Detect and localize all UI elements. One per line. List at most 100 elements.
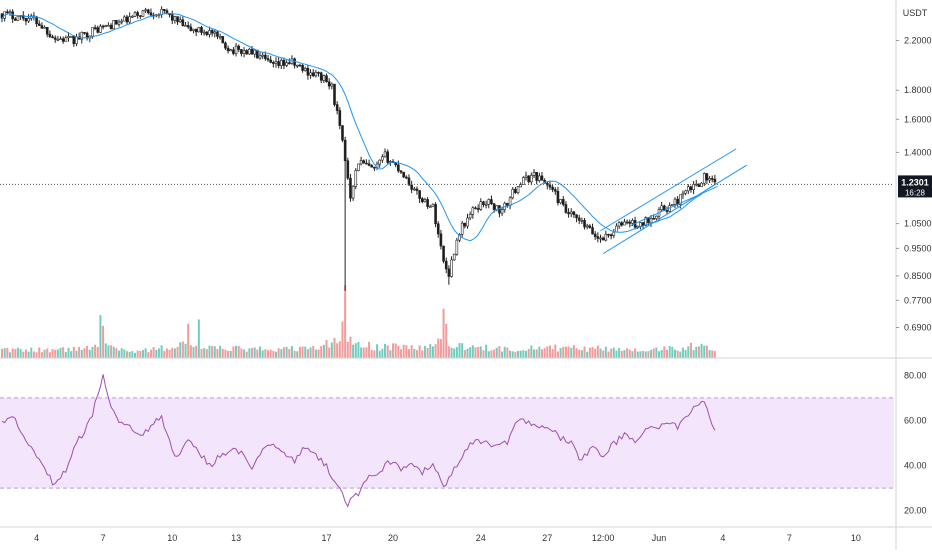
candle-body <box>564 204 568 213</box>
volume-bar <box>157 348 160 358</box>
candle-body <box>43 26 46 29</box>
volume-bar <box>64 352 67 358</box>
volume-bar <box>570 347 573 358</box>
candle-body <box>178 19 182 23</box>
candle-body <box>596 236 600 239</box>
candle-body <box>8 11 12 14</box>
candle-body <box>69 36 73 38</box>
volume-bar <box>54 349 57 358</box>
volume-bar <box>509 350 512 358</box>
volume-bar <box>681 347 684 358</box>
candle-body <box>14 18 17 21</box>
volume-bar <box>43 349 46 358</box>
volume-bar <box>259 346 262 358</box>
candle-body <box>274 61 278 64</box>
volume-bar <box>181 341 184 358</box>
candle-body <box>466 217 469 227</box>
candle-body <box>53 37 57 40</box>
volume-bar <box>697 346 700 358</box>
volume-bar <box>623 350 626 358</box>
volume-bar <box>187 323 190 358</box>
volume-bar <box>421 350 424 358</box>
rsi-line <box>1 374 716 508</box>
candle-body <box>540 175 544 181</box>
time-tick-label: 7 <box>787 533 792 543</box>
volume-bar <box>453 348 456 358</box>
candle-body <box>577 217 581 221</box>
candle-body <box>40 25 44 29</box>
candle-body <box>160 9 163 15</box>
volume-bar <box>471 345 474 358</box>
time-tick-label: 24 <box>476 533 486 543</box>
candle-body <box>588 225 592 228</box>
candle-body <box>373 166 376 169</box>
candle-body <box>123 16 126 22</box>
candle-body <box>107 24 110 27</box>
volume-bar <box>533 349 535 358</box>
candle-body <box>91 27 94 37</box>
volume-bar <box>203 348 206 358</box>
volume-bar <box>713 351 716 358</box>
volume-bar <box>357 341 360 358</box>
candle-body <box>250 48 254 55</box>
candle-body <box>253 49 256 55</box>
volume-bar <box>671 346 674 358</box>
candle-body <box>479 201 483 210</box>
last-price-label: 1.2301 <box>901 177 929 187</box>
volume-bar <box>689 342 692 358</box>
price-tick-label: 2.2000 <box>904 36 932 46</box>
candle-body <box>256 49 259 59</box>
candle-body <box>580 220 584 222</box>
candle-body <box>176 16 179 23</box>
volume-bar <box>272 350 275 358</box>
volume-bar <box>378 350 381 358</box>
volume-bar <box>455 347 458 358</box>
volume-bar <box>437 338 440 358</box>
volume-bar <box>163 351 166 358</box>
volume-bar <box>83 348 86 358</box>
time-tick-label: Jun <box>652 533 667 543</box>
volume-bar <box>666 349 668 358</box>
volume-bar <box>479 346 482 358</box>
candle-body <box>125 16 129 23</box>
volume-bar <box>328 347 331 358</box>
price-tick-label: 0.6900 <box>904 322 932 332</box>
candle-body <box>575 214 578 219</box>
candle-body <box>444 260 448 270</box>
candle-body <box>101 25 105 28</box>
volume-bar <box>296 351 299 358</box>
candle-body <box>551 186 554 190</box>
candle-body <box>692 183 695 190</box>
candle-body <box>117 21 121 25</box>
volume-bar <box>415 350 418 358</box>
volume-bar <box>429 344 432 358</box>
volume-bar <box>322 344 325 358</box>
candle-body <box>197 27 201 33</box>
volume-bar <box>447 346 450 358</box>
candle-body <box>458 234 461 241</box>
currency-label: USDT <box>903 8 928 18</box>
candle-body <box>500 209 504 214</box>
volume-bar <box>320 346 323 358</box>
volume-bar <box>59 347 62 358</box>
candle-body <box>514 189 517 194</box>
candle-body <box>585 225 589 228</box>
volume-bar <box>325 340 328 358</box>
volume-bar <box>658 351 661 358</box>
volume-bar <box>139 350 142 358</box>
volume-bar <box>461 343 464 358</box>
time-tick-label: 20 <box>388 533 398 543</box>
candle-body <box>484 203 488 206</box>
candle-body <box>75 36 78 45</box>
volume-bar <box>102 325 105 358</box>
volume-bar <box>407 349 410 358</box>
candle-body <box>511 189 515 199</box>
volume-bar <box>304 346 307 358</box>
volume-bar <box>711 350 714 358</box>
candle-body <box>402 171 405 178</box>
candle-body <box>516 186 520 194</box>
candle-body <box>170 14 174 21</box>
volume-bar <box>493 349 496 358</box>
